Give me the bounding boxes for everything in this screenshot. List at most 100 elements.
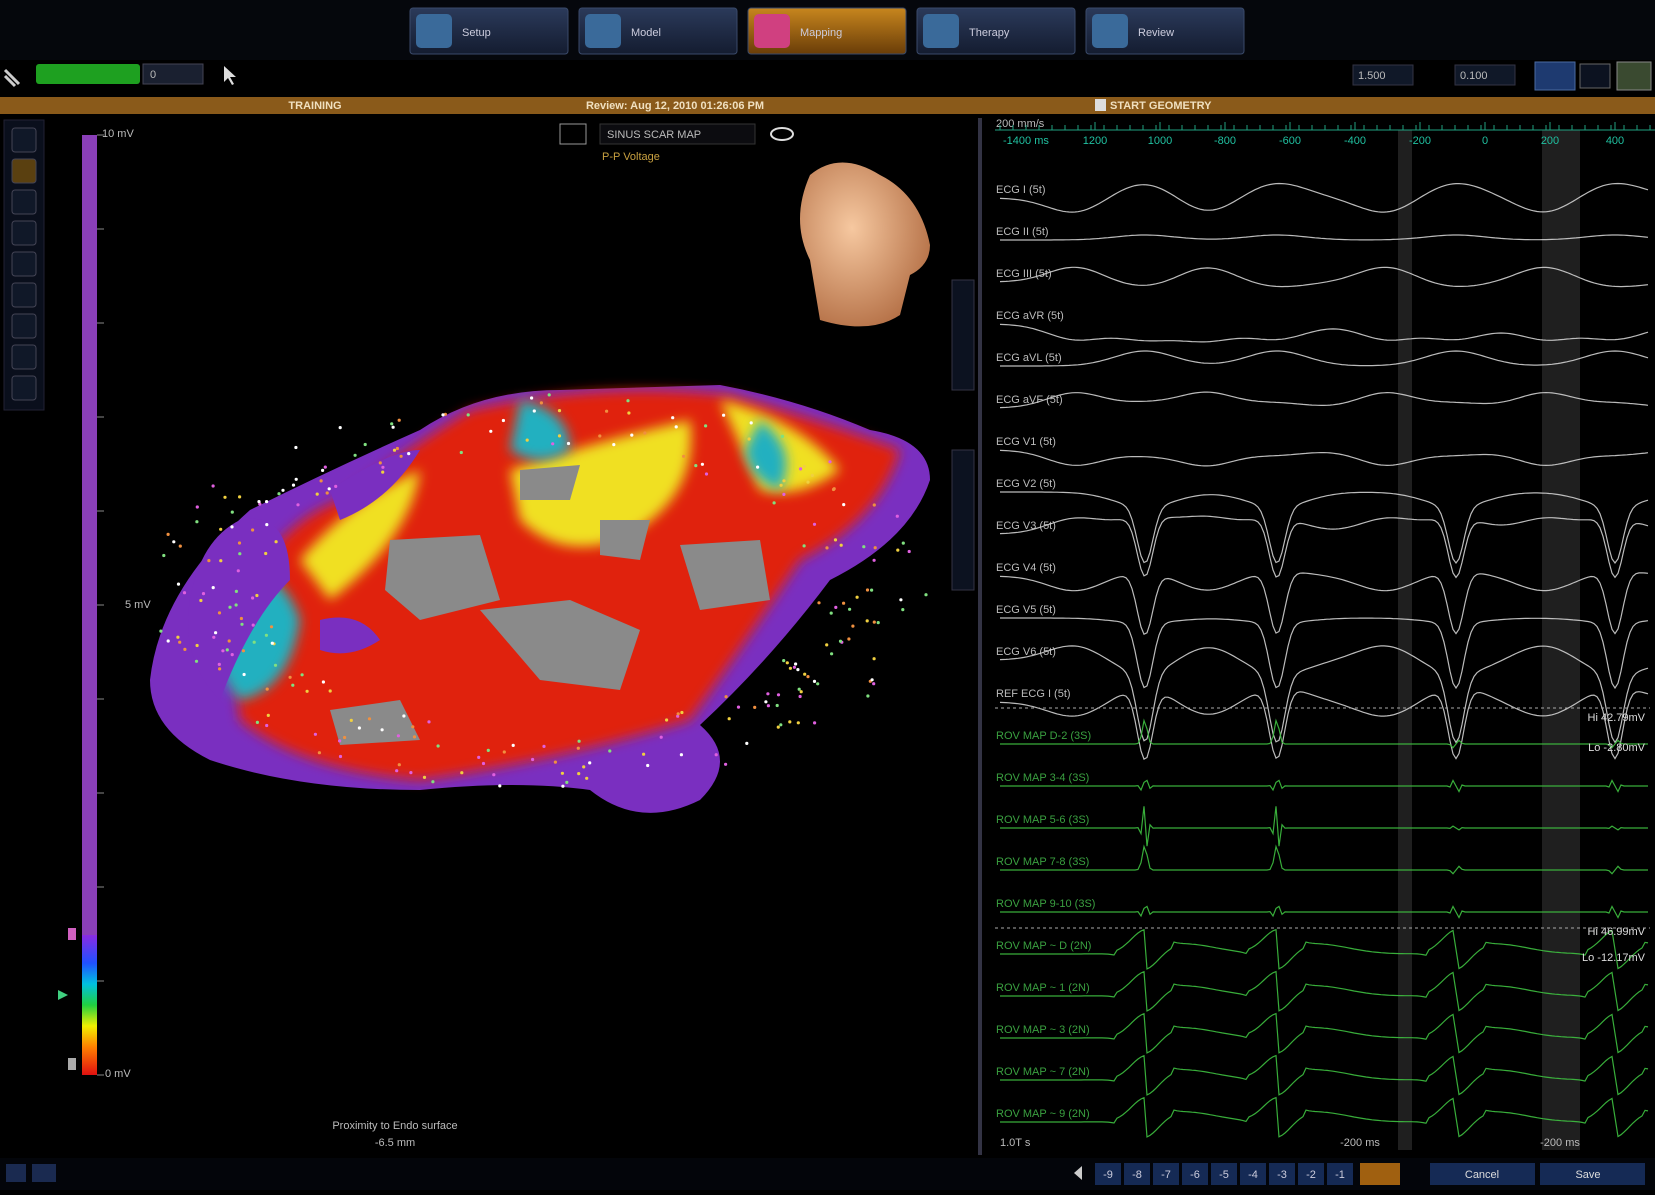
checkbox[interactable] xyxy=(1095,99,1106,111)
map-point xyxy=(338,754,343,759)
channel-label: ECG I (5t) xyxy=(996,184,1046,196)
map-point xyxy=(727,717,731,721)
map-point xyxy=(825,546,829,550)
tool-button[interactable] xyxy=(11,282,37,308)
map-point xyxy=(228,605,232,609)
map-point xyxy=(255,720,259,725)
scale-handle-top[interactable] xyxy=(68,928,76,940)
map-point xyxy=(264,633,268,637)
map-point xyxy=(876,621,880,625)
channel-label: ECG V1 (5t) xyxy=(996,436,1056,448)
map-point xyxy=(810,473,814,477)
rewind-button[interactable] xyxy=(1579,63,1611,89)
map-point xyxy=(172,540,176,544)
map-point xyxy=(207,559,211,563)
proximity-label: Proximity to Endo surface xyxy=(332,1120,457,1132)
ecg-trace xyxy=(1000,1012,1649,1054)
view-button[interactable] xyxy=(1616,61,1652,91)
ecg-trace xyxy=(1000,718,1648,749)
step-label: -2 xyxy=(1306,1169,1316,1181)
map-point xyxy=(872,657,876,661)
cancel-button[interactable] xyxy=(1430,1163,1535,1185)
map-point xyxy=(588,761,592,765)
map-point xyxy=(682,454,686,458)
map-point xyxy=(724,695,728,699)
map-point xyxy=(328,689,332,693)
step-button[interactable] xyxy=(1269,1163,1295,1185)
map-point xyxy=(182,591,187,595)
map-point xyxy=(872,503,876,507)
prev-arrow[interactable] xyxy=(1074,1166,1082,1180)
visibility-icon[interactable] xyxy=(770,127,794,141)
map-point xyxy=(178,640,182,644)
ecg-trace xyxy=(999,266,1649,288)
map-point xyxy=(201,592,206,596)
map-point xyxy=(211,586,215,590)
map-select[interactable] xyxy=(599,123,756,145)
step-label: -8 xyxy=(1132,1169,1142,1181)
map-point xyxy=(265,687,269,691)
gain-1: 1.500 xyxy=(1358,70,1386,82)
lock-button[interactable] xyxy=(1360,1163,1400,1185)
footer-icon-2[interactable] xyxy=(32,1164,56,1182)
save-button[interactable] xyxy=(1540,1163,1645,1185)
tool-button[interactable] xyxy=(11,220,37,246)
step-button[interactable] xyxy=(1298,1163,1324,1185)
catheter-select[interactable] xyxy=(36,64,140,84)
map-name: SINUS SCAR MAP xyxy=(607,129,701,141)
map-point xyxy=(238,495,242,499)
field-box[interactable] xyxy=(142,63,204,85)
step-button[interactable] xyxy=(1327,1163,1353,1185)
tool-button[interactable] xyxy=(11,127,37,153)
annotation: Hi 42.79mV xyxy=(1588,712,1646,724)
layout-button[interactable] xyxy=(1534,61,1576,91)
ecg-trace xyxy=(999,515,1649,579)
map-point xyxy=(782,479,786,483)
orientation-torso[interactable] xyxy=(800,162,930,327)
map-point xyxy=(264,551,268,556)
map-point xyxy=(211,484,215,488)
split-view-icon[interactable] xyxy=(559,123,587,145)
scale-marker[interactable] xyxy=(58,990,68,1000)
tool-button[interactable] xyxy=(11,313,37,339)
map-point xyxy=(659,735,663,739)
tool-button[interactable] xyxy=(11,158,37,184)
map-point xyxy=(378,461,382,465)
step-button[interactable] xyxy=(1124,1163,1150,1185)
tool-button[interactable] xyxy=(11,189,37,215)
map-point xyxy=(381,465,385,469)
map-point xyxy=(643,431,647,435)
map-point xyxy=(794,662,798,666)
scale-handle-bottom[interactable] xyxy=(68,1058,76,1070)
ecg-trace xyxy=(999,323,1649,343)
step-button[interactable] xyxy=(1095,1163,1121,1185)
zoom-slider[interactable] xyxy=(951,279,975,391)
gain-2-box[interactable] xyxy=(1454,64,1516,86)
map-point xyxy=(560,771,565,775)
map-point xyxy=(525,438,529,442)
map-point xyxy=(460,771,464,775)
step-button[interactable] xyxy=(1182,1163,1208,1185)
tool-button[interactable] xyxy=(11,251,37,277)
tool-button[interactable] xyxy=(11,344,37,370)
map-point xyxy=(832,487,836,491)
map-point xyxy=(363,442,367,447)
map-point xyxy=(273,663,278,667)
gain-1-box[interactable] xyxy=(1352,64,1414,86)
step-button[interactable] xyxy=(1240,1163,1266,1185)
footer-icon-1[interactable] xyxy=(6,1164,26,1182)
step-label: -3 xyxy=(1277,1169,1287,1181)
map-point xyxy=(178,544,182,548)
step-button[interactable] xyxy=(1153,1163,1179,1185)
map-point xyxy=(779,723,783,727)
nav-tab-label: Mapping xyxy=(800,27,842,39)
map-point xyxy=(605,409,609,413)
ecg-trace xyxy=(1000,779,1648,793)
voltage-map[interactable] xyxy=(150,385,930,813)
tool-button[interactable] xyxy=(11,375,37,401)
map-point xyxy=(561,784,565,788)
scale-min: 0 mV xyxy=(105,1068,131,1080)
gain-slider[interactable] xyxy=(951,449,975,591)
map-point xyxy=(557,434,562,438)
step-button[interactable] xyxy=(1211,1163,1237,1185)
